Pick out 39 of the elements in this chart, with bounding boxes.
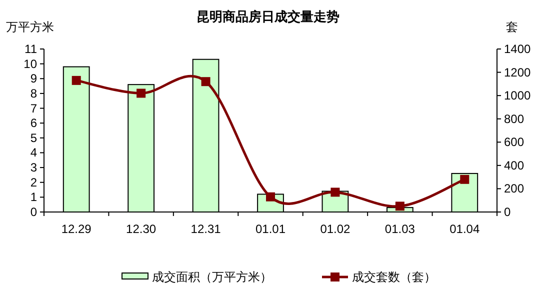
y-tick-label: 10 — [24, 56, 38, 71]
y2-tick-label: 1200 — [504, 65, 532, 80]
legend-label: 成交套数（套） — [352, 270, 436, 284]
y2-axis-title: 套 — [506, 20, 518, 34]
y-tick-label: 8 — [30, 86, 38, 100]
y-tick-label: 7 — [30, 101, 38, 116]
y-tick-label: 2 — [30, 175, 38, 190]
point — [201, 77, 210, 86]
y2-tick-label: 800 — [504, 112, 524, 126]
y2-tick-label: 400 — [504, 158, 524, 172]
chart-title: 昆明商品房日成交量走势 — [196, 9, 340, 24]
y-tick-label: 5 — [30, 130, 38, 145]
point — [72, 76, 81, 85]
x-tick-label: 01.02 — [320, 222, 351, 236]
x-tick-label: 01.03 — [384, 222, 416, 236]
y-tick-label: 1 — [30, 190, 38, 204]
x-tick-label: 01.04 — [450, 222, 480, 236]
y2-tick-label: 0 — [504, 205, 511, 219]
point — [460, 174, 470, 184]
legend-label: 成交面积（万平方米） — [152, 270, 272, 284]
y2-tick-label: 1400 — [504, 42, 532, 56]
y-tick-label: 6 — [30, 116, 38, 130]
y2-tick-label: 1000 — [504, 88, 532, 103]
y-axis-title: 万平方米 — [6, 20, 54, 34]
point — [395, 202, 404, 211]
point — [266, 192, 275, 202]
y-tick-label: 11 — [24, 42, 38, 56]
y-tick-label: 0 — [30, 205, 38, 219]
point — [136, 88, 146, 98]
y-tick-label: 9 — [30, 72, 38, 86]
y2-tick-label: 600 — [504, 135, 524, 150]
y-tick-label: 3 — [30, 160, 38, 175]
x-tick-label: 12.29 — [61, 222, 92, 236]
x-tick-label: 01.01 — [255, 222, 286, 236]
x-tick-label: 12.30 — [126, 222, 156, 236]
point — [330, 188, 340, 197]
y-tick-label: 4 — [30, 146, 38, 160]
x-tick-label: 12.31 — [190, 222, 222, 236]
y2-tick-label: 200 — [504, 182, 524, 196]
